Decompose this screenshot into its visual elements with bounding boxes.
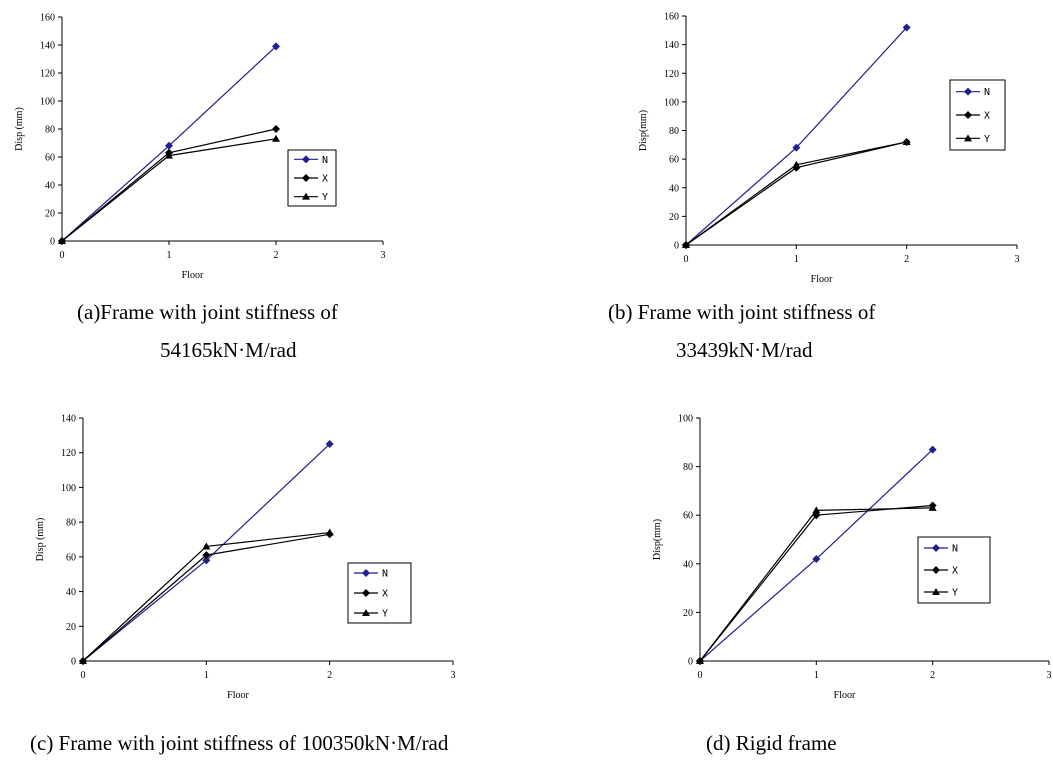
- y-tick-label: 80: [683, 462, 693, 473]
- y-tick-label: 80: [66, 518, 76, 529]
- y-axis-title: Disp (mm): [14, 107, 25, 151]
- y-tick-label: 40: [683, 559, 693, 570]
- caption-b-line1: (b) Frame with joint stiffness of: [608, 300, 875, 325]
- caption-d: (d) Rigid frame: [706, 731, 837, 756]
- y-axis-title: Disp (mm): [35, 518, 46, 562]
- x-tick-label: 3: [451, 670, 456, 681]
- caption-a-line1: (a)Frame with joint stiffness of: [77, 300, 338, 325]
- legend-label-X: X: [322, 174, 328, 185]
- y-tick-label: 100: [664, 97, 679, 108]
- y-tick-label: 100: [40, 97, 55, 108]
- x-tick-label: 2: [327, 670, 332, 681]
- y-tick-label: 0: [674, 241, 679, 252]
- series-line-X: [700, 505, 933, 661]
- legend-label-Y: Y: [984, 134, 990, 145]
- y-tick-label: 40: [66, 587, 76, 598]
- legend-label-N: N: [322, 155, 328, 166]
- x-tick-label: 1: [167, 250, 172, 261]
- data-point-Y: [326, 529, 334, 536]
- y-tick-label: 20: [66, 622, 76, 633]
- legend-label-X: X: [382, 589, 388, 600]
- x-tick-label: 0: [60, 250, 65, 261]
- x-tick-label: 1: [204, 670, 209, 681]
- x-tick-label: 2: [904, 254, 909, 265]
- data-point-X: [272, 125, 280, 133]
- x-tick-label: 0: [698, 670, 703, 681]
- x-tick-label: 1: [814, 670, 819, 681]
- x-tick-label: 0: [684, 254, 689, 265]
- y-tick-label: 120: [40, 69, 55, 80]
- y-tick-label: 60: [66, 552, 76, 563]
- y-tick-label: 120: [664, 69, 679, 80]
- y-tick-label: 140: [664, 40, 679, 51]
- y-axis-title: Disp(mm): [652, 519, 663, 560]
- legend-label-N: N: [984, 87, 990, 98]
- caption-b-line2: 33439kN·M/rad: [676, 338, 812, 363]
- x-tick-label: 1: [794, 254, 799, 265]
- chart-c: 0 20 40 60 80 100 120 140 0 1 2 3 Floor Disp (mm) NXY: [35, 414, 456, 702]
- y-tick-label: 140: [40, 41, 55, 52]
- y-axis-title: Disp(mm): [638, 110, 649, 151]
- legend-label-Y: Y: [322, 192, 328, 203]
- legend-label-N: N: [952, 544, 958, 555]
- caption-a-line2: 54165kN·M/rad: [160, 338, 296, 363]
- chart-a: 0 20 40 60 80 100 120 140 160 0 1 2 3 Floor Disp (mm) N…: [14, 13, 386, 282]
- legend-label-N: N: [382, 569, 388, 580]
- y-tick-label: 80: [669, 126, 679, 137]
- y-tick-label: 60: [669, 155, 679, 166]
- y-tick-label: 20: [45, 209, 55, 220]
- x-tick-label: 3: [1015, 254, 1020, 265]
- y-tick-label: 60: [45, 153, 55, 164]
- x-axis-title: Floor: [811, 274, 833, 285]
- series-line-Y: [686, 142, 907, 245]
- series-line-Y: [700, 508, 933, 661]
- x-tick-label: 0: [81, 670, 86, 681]
- legend-label-X: X: [984, 111, 990, 122]
- y-tick-label: 0: [50, 237, 55, 248]
- chart-d: 0 20 40 60 80 100 0 1 2 3 Floor Disp(mm) NXY: [652, 414, 1052, 702]
- y-tick-label: 160: [664, 12, 679, 23]
- legend-label-X: X: [952, 566, 958, 577]
- x-tick-label: 2: [930, 670, 935, 681]
- legend-label-Y: Y: [382, 609, 388, 620]
- x-axis-title: Floor: [182, 270, 204, 281]
- legend-label-Y: Y: [952, 588, 958, 599]
- y-tick-label: 40: [45, 181, 55, 192]
- x-axis-title: Floor: [227, 690, 249, 701]
- x-tick-label: 3: [1047, 670, 1052, 681]
- y-tick-label: 140: [61, 414, 76, 425]
- y-tick-label: 100: [61, 483, 76, 494]
- x-tick-label: 3: [381, 250, 386, 261]
- y-tick-label: 0: [688, 657, 693, 668]
- y-tick-label: 120: [61, 448, 76, 459]
- caption-c: (c) Frame with joint stiffness of 100350…: [30, 731, 448, 756]
- data-point-Y: [272, 135, 280, 142]
- y-tick-label: 0: [71, 657, 76, 668]
- x-axis-title: Floor: [834, 690, 856, 701]
- y-tick-label: 160: [40, 13, 55, 24]
- x-tick-label: 2: [274, 250, 279, 261]
- y-tick-label: 20: [683, 608, 693, 619]
- y-tick-label: 60: [683, 511, 693, 522]
- series-line-N: [686, 27, 907, 245]
- y-tick-label: 20: [669, 212, 679, 223]
- y-tick-label: 40: [669, 183, 679, 194]
- y-tick-label: 100: [678, 414, 693, 425]
- y-tick-label: 80: [45, 125, 55, 136]
- chart-b: 0 20 40 60 80 100 120 140 160 0 1 2 3 Floor Disp(mm) N X…: [638, 12, 1020, 286]
- series-line-X: [686, 142, 907, 245]
